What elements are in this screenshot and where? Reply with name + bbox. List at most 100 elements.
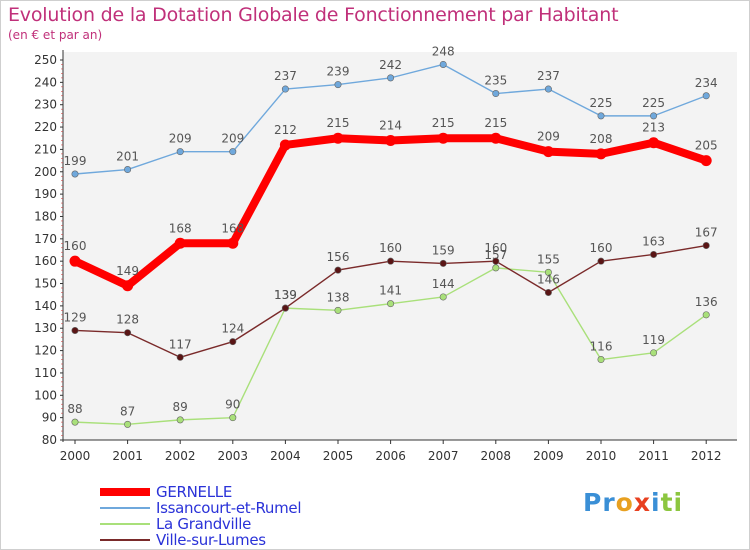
data-point bbox=[174, 237, 186, 249]
data-point bbox=[597, 257, 605, 265]
data-point bbox=[544, 85, 552, 93]
data-label: 138 bbox=[327, 290, 350, 304]
data-label: 239 bbox=[327, 65, 350, 79]
x-tick-label: 2011 bbox=[638, 449, 669, 463]
data-point bbox=[176, 353, 184, 361]
legend: GERNELLE Issancourt-et-Rumel La Grandvil… bbox=[100, 483, 302, 549]
data-point bbox=[385, 134, 397, 146]
data-label: 146 bbox=[537, 272, 560, 286]
x-tick-label: 2005 bbox=[323, 449, 354, 463]
data-point bbox=[490, 132, 502, 144]
data-point bbox=[176, 148, 184, 156]
data-point bbox=[492, 90, 500, 98]
data-label: 209 bbox=[169, 132, 192, 146]
y-tick-label: 250 bbox=[34, 53, 57, 67]
data-point bbox=[702, 242, 710, 250]
data-label: 225 bbox=[590, 96, 613, 110]
data-label: 242 bbox=[379, 58, 402, 72]
data-label: 124 bbox=[221, 322, 244, 336]
data-label: 168 bbox=[169, 221, 192, 235]
legend-swatch bbox=[100, 488, 150, 496]
data-label: 215 bbox=[432, 116, 455, 130]
legend-item-gernelle: GERNELLE bbox=[100, 483, 301, 501]
data-label: 141 bbox=[379, 284, 402, 298]
data-point bbox=[650, 250, 658, 258]
x-tick-label: 2003 bbox=[218, 449, 249, 463]
y-tick-label: 200 bbox=[34, 165, 57, 179]
logo-letter: i bbox=[651, 488, 661, 517]
data-label: 160 bbox=[484, 241, 507, 255]
y-tick-label: 80 bbox=[42, 433, 57, 447]
data-point bbox=[229, 414, 237, 422]
legend-label: Ville-sur-Lumes bbox=[156, 531, 266, 549]
data-label: 156 bbox=[327, 250, 350, 264]
data-point bbox=[542, 146, 554, 158]
data-point bbox=[544, 268, 552, 276]
data-label: 159 bbox=[432, 243, 455, 257]
data-label: 235 bbox=[484, 74, 507, 88]
x-tick-label: 2010 bbox=[586, 449, 617, 463]
y-tick-label: 120 bbox=[34, 344, 57, 358]
data-point bbox=[281, 85, 289, 93]
data-label: 201 bbox=[116, 150, 139, 164]
legend-swatch bbox=[100, 523, 150, 525]
data-point bbox=[648, 137, 660, 149]
data-label: 237 bbox=[274, 69, 297, 83]
data-point bbox=[124, 329, 132, 337]
legend-swatch bbox=[100, 507, 150, 509]
data-point bbox=[544, 288, 552, 296]
data-point bbox=[334, 81, 342, 89]
data-label: 89 bbox=[173, 400, 188, 414]
data-point bbox=[124, 166, 132, 174]
x-tick-label: 2009 bbox=[533, 449, 564, 463]
x-tick-label: 2007 bbox=[428, 449, 459, 463]
legend-label: La Grandville bbox=[156, 515, 252, 533]
data-point bbox=[700, 155, 712, 167]
data-point bbox=[650, 349, 658, 357]
data-label: 116 bbox=[590, 340, 613, 354]
data-label: 129 bbox=[64, 310, 87, 324]
data-point bbox=[597, 112, 605, 120]
data-point bbox=[227, 237, 239, 249]
data-label: 88 bbox=[67, 402, 82, 416]
data-point bbox=[124, 420, 132, 428]
x-tick-label: 2006 bbox=[375, 449, 406, 463]
x-tick-label: 2004 bbox=[270, 449, 301, 463]
data-label: 167 bbox=[695, 226, 718, 240]
logo-letter: o bbox=[615, 488, 634, 517]
data-point bbox=[71, 326, 79, 334]
y-tick-label: 210 bbox=[34, 142, 57, 156]
y-tick-label: 170 bbox=[34, 232, 57, 246]
legend-item-issancourt: Issancourt-et-Rumel bbox=[100, 499, 302, 517]
data-point bbox=[387, 257, 395, 265]
data-label: 136 bbox=[695, 295, 718, 309]
y-tick-label: 180 bbox=[34, 209, 57, 223]
data-label: 139 bbox=[274, 288, 297, 302]
data-point bbox=[332, 132, 344, 144]
data-point bbox=[334, 266, 342, 274]
data-point bbox=[437, 132, 449, 144]
legend-item-ville-sur-lumes: Ville-sur-Lumes bbox=[100, 531, 301, 549]
data-point bbox=[71, 170, 79, 178]
data-label: 215 bbox=[327, 116, 350, 130]
data-label: 237 bbox=[537, 69, 560, 83]
data-point bbox=[176, 416, 184, 424]
data-label: 214 bbox=[379, 118, 402, 132]
data-point bbox=[439, 259, 447, 267]
data-label: 234 bbox=[695, 76, 718, 90]
legend-item-la-grandville: La Grandville bbox=[100, 515, 301, 533]
legend-swatch bbox=[100, 539, 150, 541]
data-label: 160 bbox=[590, 241, 613, 255]
y-tick-label: 90 bbox=[42, 411, 57, 425]
logo-letter: i bbox=[673, 488, 684, 517]
data-label: 213 bbox=[642, 121, 665, 135]
data-point bbox=[122, 280, 134, 292]
legend-label: GERNELLE bbox=[156, 483, 233, 501]
y-tick-label: 190 bbox=[34, 187, 57, 201]
data-label: 157 bbox=[484, 248, 507, 262]
data-label: 248 bbox=[432, 44, 455, 58]
legend-label: Issancourt-et-Rumel bbox=[156, 499, 302, 517]
data-label: 160 bbox=[379, 241, 402, 255]
data-label: 208 bbox=[590, 132, 613, 146]
